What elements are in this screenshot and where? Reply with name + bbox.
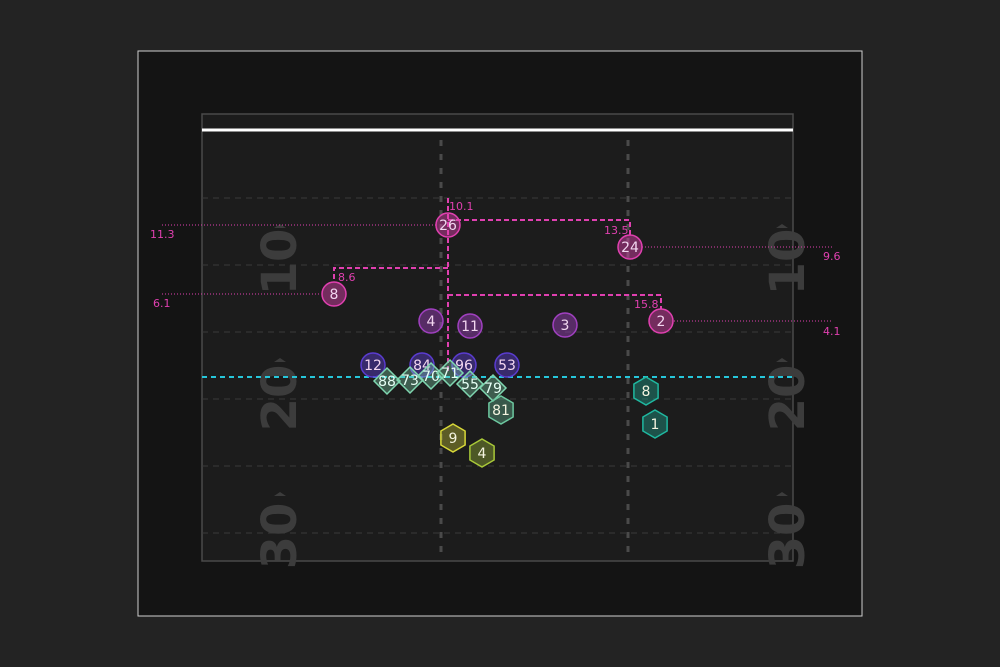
defense-player[interactable]: 3 — [552, 312, 578, 338]
yard-number-right-3: 30 — [760, 503, 816, 570]
field-area — [201, 113, 794, 562]
yard-number-left-3: 30 — [252, 503, 308, 570]
offense-line-player[interactable]: 79 — [478, 373, 508, 403]
yard-arrow — [274, 224, 286, 228]
player-number: 11 — [461, 319, 479, 335]
yard-number-right-2: 20 — [760, 365, 816, 432]
player-marker — [435, 212, 461, 238]
player-marker — [457, 313, 483, 339]
player-marker — [633, 376, 659, 406]
yard-arrow — [776, 224, 788, 228]
distance-label-safety-right: 9.6 — [823, 250, 841, 263]
offense-line-player[interactable]: 88 — [372, 366, 402, 396]
player-marker — [416, 361, 446, 391]
yard-arrow — [776, 492, 788, 496]
defense-player[interactable]: 26 — [435, 212, 461, 238]
gap-bracket-left — [333, 267, 448, 282]
defense-player[interactable]: 24 — [617, 234, 643, 260]
gap-bracket-right-low — [448, 294, 662, 309]
distance-label-gap-left: 8.6 — [338, 271, 356, 284]
player-marker — [321, 281, 347, 307]
player-marker — [435, 358, 465, 388]
player-number: 8 — [330, 287, 339, 303]
player-number: 53 — [498, 358, 516, 374]
distance-label-gap-top: 10.1 — [449, 200, 474, 213]
offense-line-player[interactable]: 71 — [435, 358, 465, 388]
distance-label-gap-right-low: 15.8 — [634, 298, 659, 311]
player-number: 12 — [364, 358, 382, 374]
defense-player[interactable]: 53 — [494, 352, 520, 378]
player-number: 84 — [413, 358, 431, 374]
distance-label-corner-right: 4.1 — [823, 325, 841, 338]
yard-arrows — [274, 224, 788, 496]
offense-skill-player[interactable]: 4 — [469, 438, 495, 468]
player-number: 9 — [449, 431, 458, 447]
offense-skill-player[interactable]: 81 — [488, 395, 514, 425]
gap-brackets — [333, 198, 662, 372]
yard-arrow — [274, 492, 286, 496]
yard-arrow — [274, 358, 286, 362]
player-marker — [372, 366, 402, 396]
yard-number-right-1: 10 — [760, 229, 816, 296]
player-number: 26 — [439, 218, 457, 234]
player-number: 2 — [657, 314, 666, 330]
offense-line-player[interactable]: 70 — [416, 361, 446, 391]
player-marker — [552, 312, 578, 338]
player-marker — [469, 438, 495, 468]
hash-marks — [439, 140, 630, 560]
distance-lines — [162, 224, 832, 322]
player-number: 3 — [561, 318, 570, 334]
player-number: 71 — [441, 366, 459, 382]
player-number: 81 — [492, 403, 510, 419]
defense-player[interactable]: 84 — [409, 352, 435, 378]
player-number: 55 — [461, 377, 479, 393]
player-marker — [642, 409, 668, 439]
offense-skill-player[interactable]: 1 — [642, 409, 668, 439]
player-marker — [360, 352, 386, 378]
defense-player[interactable]: 8 — [321, 281, 347, 307]
offense-skill-player[interactable]: 8 — [633, 376, 659, 406]
player-number: 73 — [401, 373, 419, 389]
distance-label-corner-left: 6.1 — [153, 297, 171, 310]
distance-label-gap-right-top: 13.5 — [604, 224, 629, 237]
defense-player[interactable]: 12 — [360, 352, 386, 378]
player-number: 70 — [422, 369, 440, 385]
distance-label-safety-left: 11.3 — [150, 228, 175, 241]
player-number: 24 — [621, 240, 639, 256]
player-number: 8 — [642, 384, 651, 400]
defense-player[interactable]: 11 — [457, 313, 483, 339]
yard-arrow — [776, 358, 788, 362]
player-number: 4 — [427, 314, 436, 330]
player-marker — [648, 308, 674, 334]
offense-line-player[interactable]: 55 — [455, 369, 485, 399]
yard-numbers: 10 20 30 10 20 30 — [252, 229, 816, 570]
player-marker — [455, 369, 485, 399]
player-marker — [488, 395, 514, 425]
player-marker — [494, 352, 520, 378]
gap-bracket-right-top — [448, 219, 631, 236]
yard-number-left-1: 10 — [252, 229, 308, 296]
player-number: 1 — [651, 417, 660, 433]
defense-player[interactable]: 4 — [418, 308, 444, 334]
player-number: 79 — [484, 381, 502, 397]
player-marker — [440, 423, 466, 453]
player-marker — [617, 234, 643, 260]
player-number: 88 — [378, 374, 396, 390]
offense-skill-player[interactable]: 9 — [440, 423, 466, 453]
defense-player[interactable]: 2 — [648, 308, 674, 334]
yard-number-left-2: 20 — [252, 365, 308, 432]
distance-labels: 11.3 9.6 6.1 4.1 10.1 13.5 8.6 15.8 — [150, 200, 841, 338]
player-marker — [418, 308, 444, 334]
player-number: 4 — [478, 446, 487, 462]
